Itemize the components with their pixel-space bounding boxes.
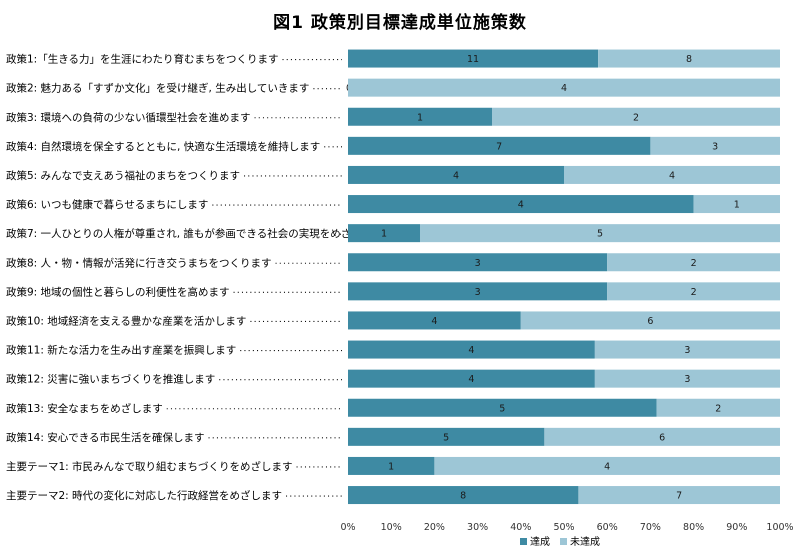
value-label-not-achieved: 2 xyxy=(691,287,697,298)
x-tick-label: 0% xyxy=(340,522,355,533)
bar-achieved xyxy=(348,165,564,184)
x-tick-label: 80% xyxy=(683,522,704,533)
value-label-not-achieved: 4 xyxy=(604,461,610,472)
category-label: 政策9: 地域の個性と暮らしの利便性を高めます xyxy=(6,285,230,298)
bar-not-achieved xyxy=(544,427,780,446)
category-label: 政策7: 一人ひとりの人権が尊重され, 誰もが参画できる社会の実現をめざします xyxy=(6,227,383,240)
value-label-achieved: 4 xyxy=(468,374,474,385)
value-label-not-achieved: 2 xyxy=(633,112,639,123)
value-label-not-achieved: 1 xyxy=(734,200,740,211)
legend-label: 達成 xyxy=(530,536,550,548)
value-label-achieved: 1 xyxy=(381,229,387,240)
category-label: 政策1:「生きる力」を生涯にわたり育むまちをつくります xyxy=(6,53,279,66)
category-label: 政策12: 災害に強いまちづくりを推進します xyxy=(6,373,215,386)
bar-achieved xyxy=(348,369,595,388)
bar-not-achieved xyxy=(693,195,780,214)
value-label-achieved: 3 xyxy=(475,258,481,269)
value-label-achieved: 8 xyxy=(460,491,466,502)
x-tick-label: 20% xyxy=(424,522,445,533)
category-label: 政策2: 魅力ある「すずか文化」を受け継ぎ, 生み出していきます xyxy=(6,82,309,95)
bar-not-achieved xyxy=(607,253,780,272)
bar-achieved xyxy=(348,49,599,68)
value-label-not-achieved: 6 xyxy=(659,432,665,443)
value-label-achieved: 3 xyxy=(475,287,481,298)
legend-label: 未達成 xyxy=(570,536,600,548)
bars: 118041273444115323246434352561487 xyxy=(346,49,780,505)
value-label-achieved: 4 xyxy=(453,170,459,181)
category-label: 主要テーマ1: 市民みんなで取り組むまちづくりをめざします xyxy=(6,460,293,473)
chart-title: 図1 政策別目標達成単位施策数 xyxy=(273,13,527,33)
category-label: 主要テーマ2: 時代の変化に対応した行政経営をめざします xyxy=(6,489,282,502)
category-label: 政策14: 安心できる市民生活を確保します xyxy=(6,431,205,444)
bar-achieved xyxy=(348,311,521,330)
x-tick-label: 70% xyxy=(640,522,661,533)
bar-not-achieved xyxy=(656,398,780,417)
value-label-achieved: 4 xyxy=(468,345,474,356)
bar-achieved xyxy=(348,107,492,126)
value-label-not-achieved: 2 xyxy=(691,258,697,269)
bar-achieved xyxy=(348,136,651,155)
value-label-achieved: 5 xyxy=(443,432,449,443)
bar-achieved xyxy=(348,224,420,243)
value-label-achieved: 1 xyxy=(417,112,423,123)
value-label-not-achieved: 6 xyxy=(647,316,653,327)
value-label-not-achieved: 5 xyxy=(597,229,603,240)
bar-achieved xyxy=(348,398,657,417)
value-label-achieved: 1 xyxy=(388,461,394,472)
legend: 達成 未達成 xyxy=(520,536,600,548)
x-tick-label: 90% xyxy=(726,522,747,533)
category-label: 政策13: 安全なまちをめざします xyxy=(6,402,163,415)
value-label-not-achieved: 3 xyxy=(684,345,690,356)
category-label: 政策4: 自然環境を保全するとともに, 快適な生活環境を維持します xyxy=(6,140,320,153)
bar-achieved xyxy=(348,486,579,505)
x-tick-label: 100% xyxy=(766,522,793,533)
value-label-not-achieved: 3 xyxy=(712,141,718,152)
bar-not-achieved xyxy=(598,49,780,68)
category-label: 政策11: 新たな活力を生み出す産業を振興します xyxy=(6,344,236,357)
bar-not-achieved xyxy=(564,165,780,184)
bar-achieved xyxy=(348,427,545,446)
bar-not-achieved xyxy=(594,340,780,359)
bar-not-achieved xyxy=(348,78,780,97)
category-label: 政策6: いつも健康で暮らせるまちにします xyxy=(6,198,208,211)
value-label-not-achieved: 8 xyxy=(686,54,692,65)
bar-not-achieved xyxy=(578,486,780,505)
legend-swatch-not-achieved xyxy=(560,538,567,545)
value-label-not-achieved: 4 xyxy=(669,170,675,181)
bar-not-achieved xyxy=(520,311,780,330)
bar-not-achieved xyxy=(650,136,780,155)
value-label-not-achieved: 2 xyxy=(715,403,721,414)
x-tick-label: 60% xyxy=(597,522,618,533)
category-label: 政策3: 環境への負荷の少ない循環型社会を進めます xyxy=(6,111,251,124)
x-tick-label: 10% xyxy=(381,522,402,533)
bar-not-achieved xyxy=(607,282,780,301)
bar-not-achieved xyxy=(492,107,780,126)
value-label-achieved: 4 xyxy=(518,200,524,211)
bar-achieved xyxy=(348,456,435,475)
x-axis-ticks: 0% 10% 20% 30% 40% 50% 60% 70% 80% 90% 100% xyxy=(340,522,793,533)
bar-not-achieved xyxy=(434,456,780,475)
bar-not-achieved xyxy=(420,224,780,243)
bar-not-achieved xyxy=(594,369,780,388)
value-label-not-achieved: 4 xyxy=(561,83,567,94)
bar-achieved xyxy=(348,282,608,301)
x-tick-label: 50% xyxy=(553,522,574,533)
value-label-achieved: 4 xyxy=(431,316,437,327)
value-label-achieved: 7 xyxy=(496,141,502,152)
value-label-not-achieved: 3 xyxy=(684,374,690,385)
legend-swatch-achieved xyxy=(520,538,527,545)
value-label-achieved: 11 xyxy=(467,54,479,65)
category-label: 政策5: みんなで支えあう福祉のまちをつくります xyxy=(6,169,240,182)
value-label-achieved: 5 xyxy=(499,403,505,414)
category-label: 政策10: 地域経済を支える豊かな産業を活かします xyxy=(6,314,246,327)
value-label-not-achieved: 7 xyxy=(676,491,682,502)
category-label: 政策8: 人・物・情報が活発に行き交うまちをつくります xyxy=(6,256,272,269)
bar-achieved xyxy=(348,253,608,272)
bar-achieved xyxy=(348,195,694,214)
x-tick-label: 30% xyxy=(467,522,488,533)
x-tick-label: 40% xyxy=(510,522,531,533)
bar-achieved xyxy=(348,340,595,359)
